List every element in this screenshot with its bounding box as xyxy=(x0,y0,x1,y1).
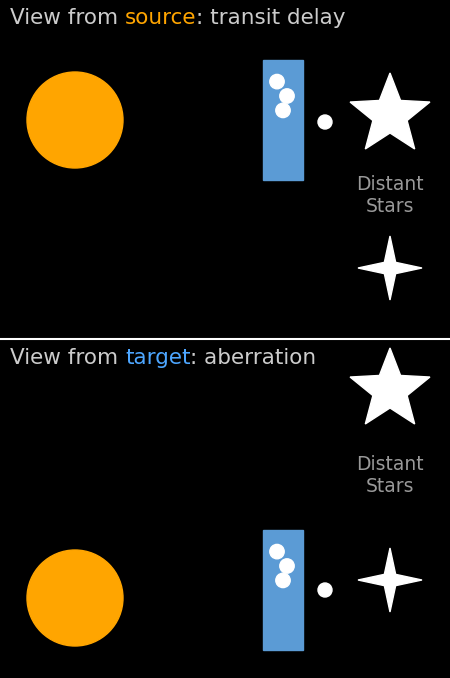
Polygon shape xyxy=(350,73,430,149)
Circle shape xyxy=(318,115,332,129)
Circle shape xyxy=(276,573,290,588)
Text: View from: View from xyxy=(10,348,125,368)
Polygon shape xyxy=(358,548,422,612)
Polygon shape xyxy=(358,236,422,300)
Circle shape xyxy=(27,550,123,646)
Circle shape xyxy=(276,103,290,117)
Circle shape xyxy=(270,75,284,89)
Circle shape xyxy=(270,544,284,559)
Text: source: source xyxy=(125,8,197,28)
Bar xyxy=(263,60,303,180)
Text: : aberration: : aberration xyxy=(190,348,317,368)
Text: target: target xyxy=(125,348,190,368)
Circle shape xyxy=(280,89,294,103)
Polygon shape xyxy=(350,348,430,424)
Text: Distant
Stars: Distant Stars xyxy=(356,455,424,496)
Text: : transit delay: : transit delay xyxy=(197,8,346,28)
Text: Distant
Stars: Distant Stars xyxy=(356,175,424,216)
Circle shape xyxy=(280,559,294,573)
Circle shape xyxy=(27,72,123,168)
Bar xyxy=(263,530,303,650)
Text: View from: View from xyxy=(10,8,125,28)
Circle shape xyxy=(318,583,332,597)
